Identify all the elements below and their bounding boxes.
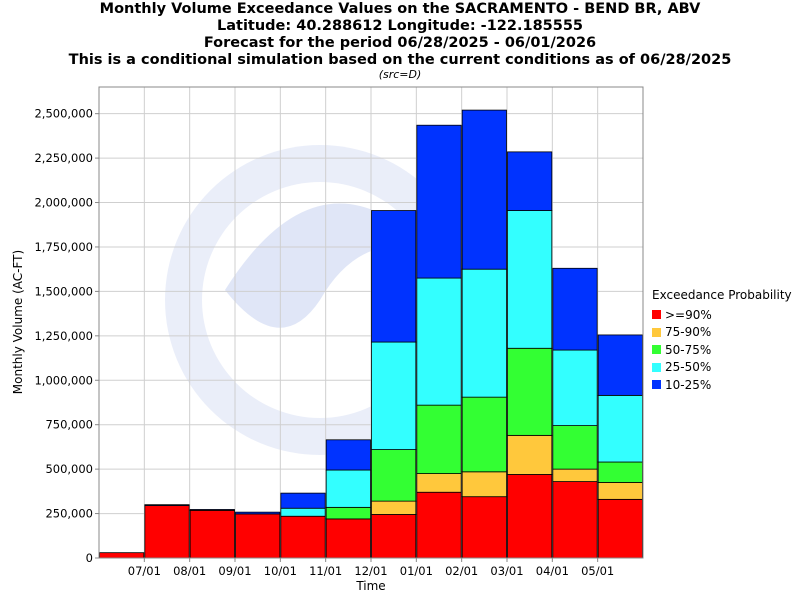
bar-segment: [144, 504, 190, 506]
x-tick-label: 10/01: [264, 564, 297, 578]
bar-segment: [371, 449, 417, 502]
legend-item: 75-90%: [652, 324, 792, 342]
bar-segment: [144, 505, 190, 559]
bar-segment: [507, 474, 553, 559]
legend-swatch: [652, 310, 661, 320]
bar-segment: [552, 267, 598, 351]
chart-legend: Exceedance Probability >=90% 75-90% 50-75%…: [652, 288, 792, 394]
bar-segment: [371, 500, 417, 515]
chart-title-line-4: This is a conditional simulation based o…: [68, 52, 732, 68]
bar-segment: [325, 469, 371, 508]
chart-title-line-1: Monthly Volume Exceedance Values on the …: [99, 1, 701, 17]
bar-segment: [552, 425, 598, 470]
x-tick-label: 02/01: [445, 564, 478, 578]
legend-swatch: [652, 345, 661, 355]
bar-segment: [99, 552, 145, 559]
y-tick-label: 500,000: [45, 462, 93, 476]
bar-segment: [552, 481, 598, 559]
bar-segment: [597, 498, 643, 559]
bar-segment: [416, 491, 462, 559]
bar-segment: [325, 439, 371, 471]
bar-segment: [416, 124, 462, 279]
bar-segment: [507, 434, 553, 475]
legend-label: 50-75%: [665, 342, 712, 357]
x-tick-label: 04/01: [536, 564, 569, 578]
x-tick-label: 08/01: [173, 564, 206, 578]
y-tick-label: 2,250,000: [34, 151, 93, 165]
y-tick-label: 1,250,000: [34, 329, 93, 343]
bar-segment: [597, 461, 643, 483]
bar-segment: [461, 109, 507, 270]
chart-subtitle: (src=D): [378, 68, 422, 81]
y-tick-label: 0: [86, 551, 93, 565]
x-tick-label: 03/01: [490, 564, 523, 578]
y-tick-label: 1,500,000: [34, 284, 93, 298]
bar-segment: [371, 210, 417, 343]
bar-segment: [552, 468, 598, 482]
x-tick-label: 05/01: [581, 564, 614, 578]
bar-segment: [597, 334, 643, 396]
bar-segment: [280, 507, 326, 517]
bar-segment: [461, 268, 507, 398]
chart-title-line-2: Latitude: 40.288612 Longitude: -122.1855…: [216, 18, 584, 34]
legend-label: 75-90%: [665, 325, 712, 340]
bar-segment: [235, 511, 281, 515]
bar-segment: [371, 514, 417, 559]
bar-segment: [507, 151, 553, 211]
bar-segment: [235, 513, 281, 559]
x-tick-label: 01/01: [400, 564, 433, 578]
bar-segment: [552, 349, 598, 426]
legend-item: 10-25%: [652, 376, 792, 394]
bar-segment: [325, 518, 371, 559]
y-tick-label: 2,000,000: [34, 196, 93, 210]
legend-title: Exceedance Probability: [652, 288, 792, 302]
x-axis-label: Time: [355, 579, 385, 593]
bar-segment: [416, 404, 462, 474]
chart-title-line-3: Forecast for the period 06/28/2025 - 06/…: [203, 35, 597, 51]
legend-label: >=90%: [665, 307, 712, 322]
bar-segment: [461, 471, 507, 498]
x-tick-label: 07/01: [128, 564, 161, 578]
y-tick-label: 750,000: [45, 418, 93, 432]
x-tick-label: 12/01: [354, 564, 387, 578]
legend-swatch: [652, 362, 661, 372]
x-tick-label: 11/01: [309, 564, 342, 578]
bar-segment: [461, 496, 507, 559]
bar-segment: [280, 492, 326, 509]
bar-segment: [461, 396, 507, 473]
y-axis-label: Monthly Volume (AC-FT): [11, 250, 25, 394]
bar-segment: [371, 341, 417, 450]
y-tick-label: 250,000: [45, 507, 93, 521]
y-tick-label: 1,000,000: [34, 373, 93, 387]
bar-segment: [189, 509, 235, 559]
y-tick-label: 1,750,000: [34, 240, 93, 254]
bar-segment: [280, 515, 326, 559]
legend-item: 50-75%: [652, 341, 792, 359]
legend-item: 25-50%: [652, 359, 792, 377]
bar-segment: [597, 482, 643, 500]
bar-segment: [597, 394, 643, 463]
legend-swatch: [652, 380, 661, 390]
legend-item: >=90%: [652, 306, 792, 324]
bar-segment: [416, 277, 462, 406]
bar-segment: [507, 210, 553, 349]
x-tick-label: 09/01: [218, 564, 251, 578]
legend-label: 10-25%: [665, 377, 712, 392]
legend-label: 25-50%: [665, 360, 712, 375]
plot-border: [98, 86, 644, 559]
bar-segment: [507, 347, 553, 436]
bar-segment: [416, 473, 462, 493]
bar-segment: [325, 506, 371, 520]
bar-segment: [189, 509, 235, 511]
y-tick-label: 2,500,000: [34, 107, 93, 121]
legend-swatch: [652, 327, 661, 337]
